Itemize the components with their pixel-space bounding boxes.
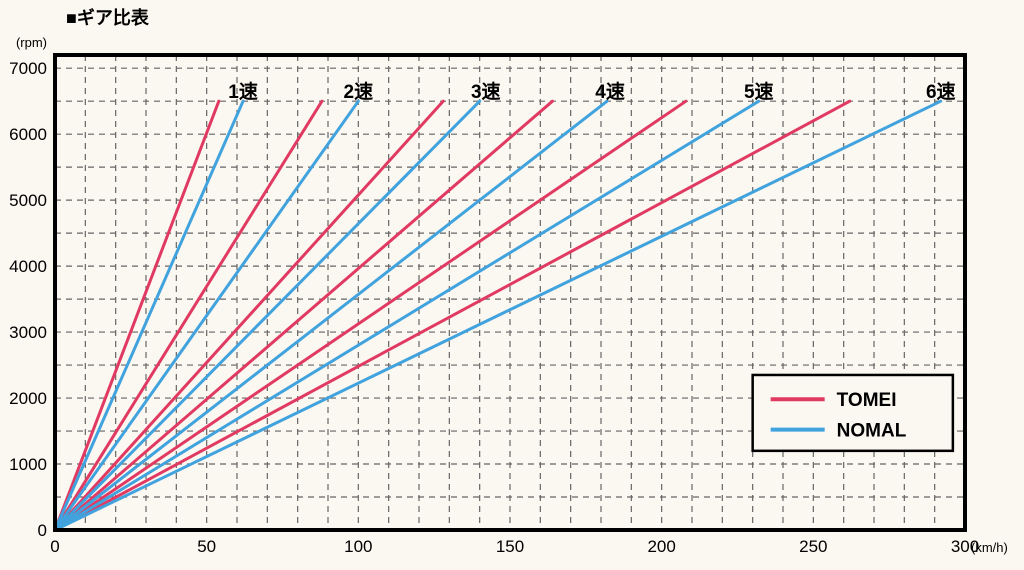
gear-ratio-chart: 0501001502002503000100020003000400050006… xyxy=(0,0,1024,570)
x-tick-label: 0 xyxy=(50,537,59,556)
y-tick-label: 7000 xyxy=(9,59,47,78)
y-tick-label: 4000 xyxy=(9,257,47,276)
y-tick-label: 5000 xyxy=(9,191,47,210)
series-line-tomei xyxy=(55,101,443,530)
gear-label: 4速 xyxy=(595,80,625,103)
series-line-nomal xyxy=(55,101,759,530)
x-tick-label: 200 xyxy=(647,537,675,556)
x-tick-label: 150 xyxy=(496,537,524,556)
x-tick-label: 50 xyxy=(197,537,216,556)
gear-label: 6速 xyxy=(926,80,956,103)
y-tick-label: 3000 xyxy=(9,323,47,342)
series-line-tomei xyxy=(55,101,850,530)
gear-label: 2速 xyxy=(344,80,374,103)
x-tick-label: 100 xyxy=(344,537,372,556)
y-tick-label: 0 xyxy=(38,521,47,540)
y-tick-label: 6000 xyxy=(9,125,47,144)
y-tick-label: 2000 xyxy=(9,389,47,408)
y-tick-label: 1000 xyxy=(9,455,47,474)
series-line-tomei xyxy=(55,101,552,530)
gear-label: 1速 xyxy=(228,80,258,103)
legend-label: TOMEI xyxy=(837,390,897,411)
y-axis-unit: (rpm) xyxy=(16,35,47,50)
gear-label: 3速 xyxy=(471,80,501,103)
legend-label: NOMAL xyxy=(837,421,907,442)
gear-label: 5速 xyxy=(744,80,774,103)
x-axis-unit: (km/h) xyxy=(971,540,1008,555)
x-tick-label: 250 xyxy=(799,537,827,556)
